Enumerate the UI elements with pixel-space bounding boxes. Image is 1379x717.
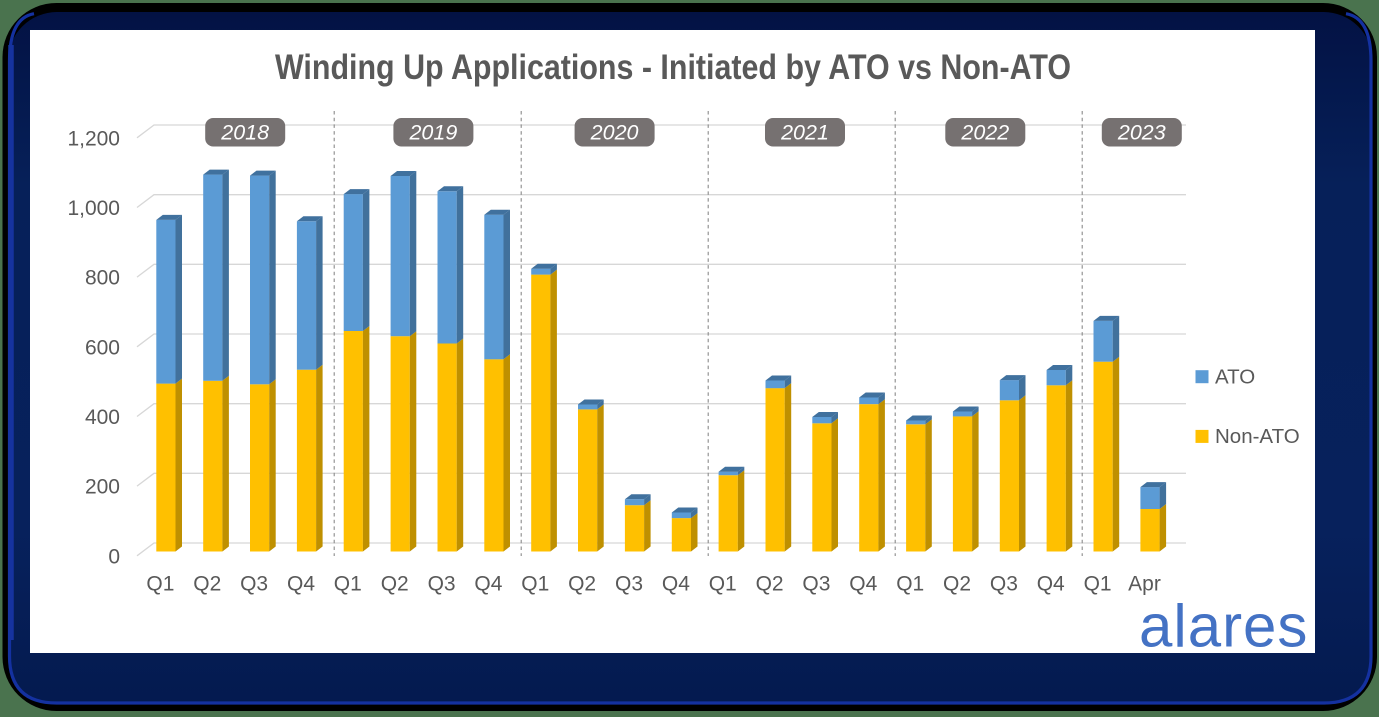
svg-text:Q1: Q1 [709,573,737,596]
svg-text:Q2: Q2 [943,573,971,596]
svg-text:Q3: Q3 [990,573,1018,596]
svg-text:Non-ATO: Non-ATO [1215,425,1300,448]
svg-text:Q2: Q2 [381,573,409,596]
svg-text:Q1: Q1 [896,573,924,596]
svg-text:alares: alares [1139,593,1308,660]
svg-text:2023: 2023 [1117,121,1166,145]
svg-text:1,200: 1,200 [67,127,120,150]
svg-text:Q1: Q1 [334,573,362,596]
svg-text:Q1: Q1 [521,573,549,596]
svg-text:2022: 2022 [960,121,1009,145]
svg-text:400: 400 [85,406,120,429]
svg-text:2019: 2019 [408,121,457,145]
svg-text:2021: 2021 [780,121,829,145]
svg-text:Apr: Apr [1128,573,1161,596]
svg-text:0: 0 [108,545,120,568]
svg-text:Q4: Q4 [662,573,690,596]
svg-text:Q3: Q3 [615,573,643,596]
svg-text:2020: 2020 [590,121,639,145]
svg-text:800: 800 [85,267,120,290]
svg-text:Q1: Q1 [146,573,174,596]
svg-text:Q3: Q3 [802,573,830,596]
svg-text:ATO: ATO [1215,366,1255,389]
svg-text:Q1: Q1 [1084,573,1112,596]
svg-text:Q3: Q3 [240,573,268,596]
svg-text:1,000: 1,000 [67,197,120,220]
svg-text:Winding Up Applications - Init: Winding Up Applications - Initiated by A… [275,48,1071,87]
svg-text:Q4: Q4 [849,573,877,596]
svg-text:Q3: Q3 [428,573,456,596]
svg-text:Q2: Q2 [756,573,784,596]
svg-text:200: 200 [85,476,120,499]
svg-text:2018: 2018 [220,121,269,145]
svg-text:Q4: Q4 [287,573,315,596]
svg-text:Q4: Q4 [474,573,502,596]
svg-text:Q2: Q2 [568,573,596,596]
svg-text:Q4: Q4 [1037,573,1065,596]
svg-text:Q2: Q2 [193,573,221,596]
svg-text:600: 600 [85,336,120,359]
